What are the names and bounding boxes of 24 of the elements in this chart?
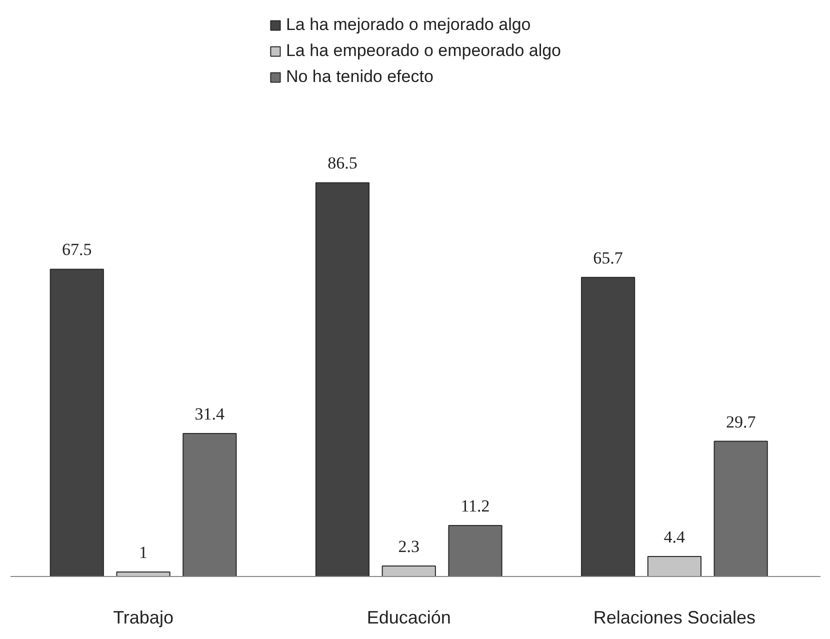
data-label: 65.7 [593,248,624,268]
bar [116,571,170,576]
legend-label: No ha tenido efecto [286,67,434,87]
bar [580,276,636,576]
bar [448,525,502,576]
bar [714,440,768,576]
data-label: 29.7 [726,412,756,432]
bar [315,182,370,576]
data-label: 86.5 [328,154,358,173]
data-label: 67.5 [62,240,92,260]
legend-label: La ha empeorado o empeorado algo [286,41,562,61]
data-label: 11.2 [460,496,490,516]
data-label: 31.4 [194,404,226,424]
x-tick-label: Relaciones Sociales [593,608,756,628]
legend-label: La ha mejorado o mejorado algo [286,15,531,35]
bar [647,556,702,576]
bar [382,566,436,576]
data-label: 1 [139,542,148,562]
data-label: 2.3 [398,537,420,556]
x-tick-label: Educación [366,608,451,628]
bar [182,433,237,576]
x-tick-label: Trabajo [113,608,174,628]
bar [50,268,104,576]
data-label: 4.4 [664,527,686,546]
